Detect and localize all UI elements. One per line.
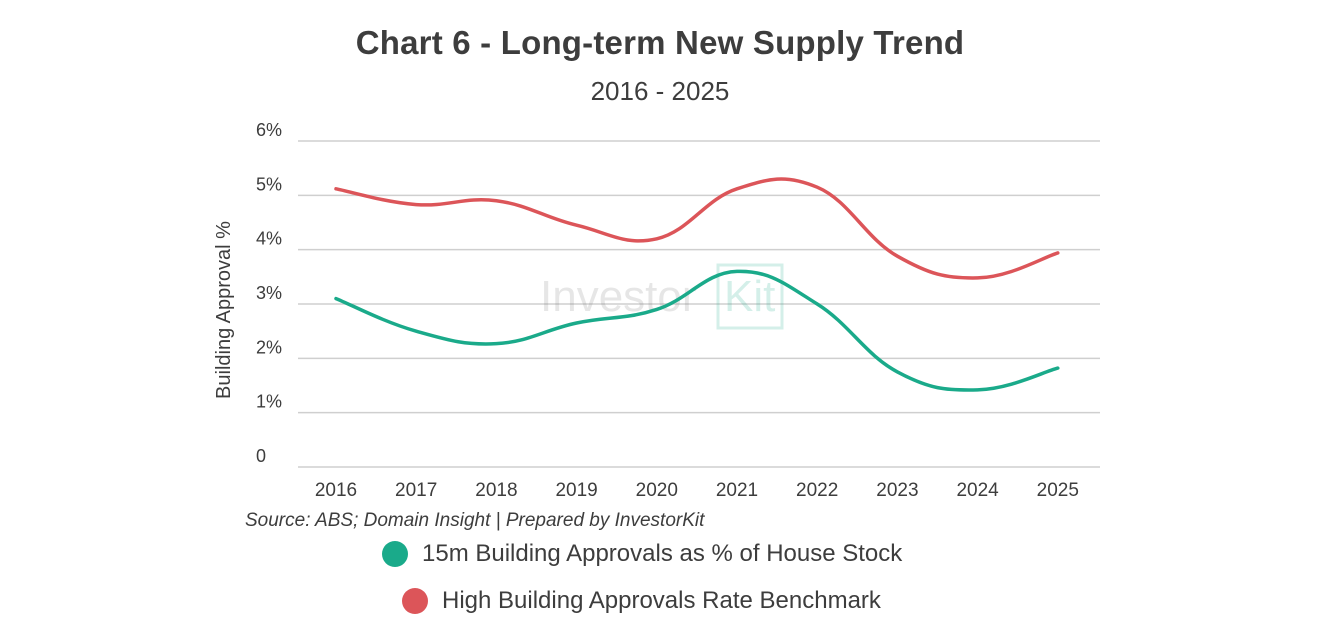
y-tick-label: 3% — [256, 283, 282, 303]
gridlines — [298, 140, 1100, 468]
y-axis-label: Building Approval % — [213, 221, 235, 399]
x-tick-label: 2019 — [555, 480, 597, 501]
x-tick-label: 2016 — [315, 480, 357, 501]
x-tick-label: 2021 — [716, 480, 758, 501]
x-tick-label: 2018 — [475, 480, 517, 501]
series-line-benchmark — [334, 177, 1060, 280]
x-tick-label: 2025 — [1037, 480, 1079, 501]
legend-label-benchmark: High Building Approvals Rate Benchmark — [442, 587, 881, 614]
x-tick-label: 2024 — [956, 480, 999, 501]
series-line-approvals — [334, 269, 1060, 392]
series-lines — [334, 177, 1060, 392]
investorkit-watermark-logo: Investor Kit — [540, 263, 784, 330]
legend-item-approvals: 15m Building Approvals as % of House Sto… — [382, 540, 902, 568]
x-axis-ticks: 2016 2017 2018 2019 2020 2021 2022 2023 2024 2025 — [315, 480, 1079, 501]
legend-item-benchmark: High Building Approvals Rate Benchmark — [402, 587, 881, 615]
legend-swatch-approvals — [382, 541, 408, 567]
y-tick-label: 4% — [256, 229, 282, 249]
y-tick-label: 0 — [256, 446, 266, 466]
legend-swatch-benchmark — [402, 588, 428, 614]
legend-label-approvals: 15m Building Approvals as % of House Sto… — [422, 540, 903, 567]
x-tick-label: 2017 — [395, 480, 437, 501]
y-axis-ticks: 0 1% 2% 3% 4% 5% 6% — [256, 120, 282, 466]
y-tick-label: 2% — [256, 337, 282, 357]
svg-text:Kit: Kit — [724, 272, 775, 321]
source-note: Source: ABS; Domain Insight | Prepared b… — [245, 510, 705, 531]
x-tick-label: 2022 — [796, 480, 838, 501]
y-tick-label: 6% — [256, 120, 282, 140]
x-tick-label: 2020 — [636, 480, 678, 501]
x-tick-label: 2023 — [876, 480, 918, 501]
chart-title: Chart 6 - Long-term New Supply Trend — [355, 24, 965, 61]
chart-subtitle: 2016 - 2025 — [590, 76, 730, 106]
svg-text:Investor: Investor — [540, 272, 697, 321]
y-tick-label: 5% — [256, 174, 282, 194]
y-tick-label: 1% — [256, 392, 282, 412]
